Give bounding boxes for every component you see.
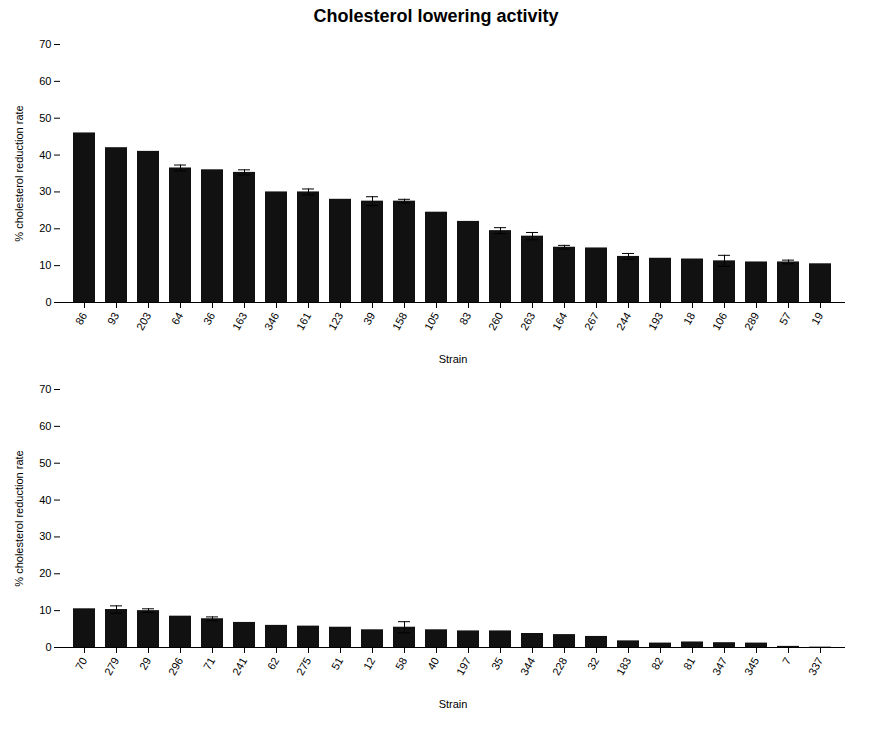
svg-text:7: 7 bbox=[780, 655, 793, 666]
svg-text:197: 197 bbox=[454, 655, 474, 677]
svg-text:30: 30 bbox=[39, 530, 51, 542]
svg-text:30: 30 bbox=[39, 185, 51, 197]
svg-text:228: 228 bbox=[550, 655, 570, 677]
svg-text:81: 81 bbox=[681, 655, 698, 672]
svg-text:83: 83 bbox=[457, 310, 474, 327]
svg-text:40: 40 bbox=[425, 655, 442, 672]
svg-text:105: 105 bbox=[422, 310, 442, 332]
svg-text:260: 260 bbox=[486, 310, 506, 332]
svg-text:40: 40 bbox=[39, 494, 51, 506]
html-text:Cholesterol lowering activity: Cholesterol lowering activity bbox=[313, 6, 559, 26]
svg-text:Strain: Strain bbox=[439, 353, 468, 365]
svg-text:% cholesterol reduction rate: % cholesterol reduction rate bbox=[13, 105, 25, 241]
svg-text:50: 50 bbox=[39, 112, 51, 124]
svg-text:40: 40 bbox=[39, 149, 51, 161]
svg-text:62: 62 bbox=[265, 655, 282, 672]
svg-text:71: 71 bbox=[201, 655, 218, 672]
svg-text:10: 10 bbox=[39, 259, 51, 271]
svg-text:39: 39 bbox=[361, 310, 378, 327]
svg-text:158: 158 bbox=[390, 310, 410, 332]
svg-text:0: 0 bbox=[45, 296, 51, 308]
svg-text:263: 263 bbox=[518, 310, 538, 332]
svg-text:344: 344 bbox=[518, 655, 538, 677]
svg-text:32: 32 bbox=[585, 655, 602, 672]
svg-text:82: 82 bbox=[649, 655, 666, 672]
svg-text:0: 0 bbox=[45, 641, 51, 653]
svg-text:58: 58 bbox=[393, 655, 410, 672]
svg-text:20: 20 bbox=[39, 222, 51, 234]
svg-text:50: 50 bbox=[39, 457, 51, 469]
svg-text:183: 183 bbox=[614, 655, 634, 677]
svg-text:203: 203 bbox=[134, 310, 154, 332]
svg-text:70: 70 bbox=[73, 655, 90, 672]
svg-text:29: 29 bbox=[137, 655, 154, 672]
svg-text:244: 244 bbox=[614, 310, 634, 332]
svg-text:123: 123 bbox=[326, 310, 346, 332]
svg-text:12: 12 bbox=[361, 655, 378, 672]
svg-text:64: 64 bbox=[169, 310, 186, 327]
svg-text:93: 93 bbox=[105, 310, 122, 327]
svg-text:267: 267 bbox=[582, 310, 602, 332]
svg-text:60: 60 bbox=[39, 420, 51, 432]
svg-text:346: 346 bbox=[262, 310, 282, 332]
svg-text:% cholesterol reduction rate: % cholesterol reduction rate bbox=[13, 450, 25, 586]
svg-text:86: 86 bbox=[73, 310, 90, 327]
svg-text:18: 18 bbox=[681, 310, 698, 327]
svg-text:19: 19 bbox=[809, 310, 826, 327]
svg-text:57: 57 bbox=[777, 310, 794, 327]
svg-text:279: 279 bbox=[102, 655, 122, 677]
svg-text:10: 10 bbox=[39, 604, 51, 616]
svg-text:164: 164 bbox=[550, 310, 570, 332]
svg-text:163: 163 bbox=[230, 310, 250, 332]
svg-text:70: 70 bbox=[39, 38, 51, 50]
svg-text:35: 35 bbox=[489, 655, 506, 672]
svg-text:106: 106 bbox=[710, 310, 730, 332]
svg-text:275: 275 bbox=[294, 655, 314, 677]
svg-text:161: 161 bbox=[294, 310, 314, 332]
svg-text:20: 20 bbox=[39, 567, 51, 579]
svg-text:296: 296 bbox=[166, 655, 186, 677]
svg-text:60: 60 bbox=[39, 75, 51, 87]
svg-text:241: 241 bbox=[230, 655, 250, 677]
svg-text:289: 289 bbox=[742, 310, 762, 332]
svg-text:347: 347 bbox=[710, 655, 730, 677]
svg-text:51: 51 bbox=[329, 655, 346, 672]
svg-text:345: 345 bbox=[742, 655, 762, 677]
svg-text:193: 193 bbox=[646, 310, 666, 332]
svg-text:Strain: Strain bbox=[439, 698, 468, 710]
svg-text:337: 337 bbox=[806, 655, 826, 677]
svg-text:36: 36 bbox=[201, 310, 218, 327]
svg-text:70: 70 bbox=[39, 383, 51, 395]
